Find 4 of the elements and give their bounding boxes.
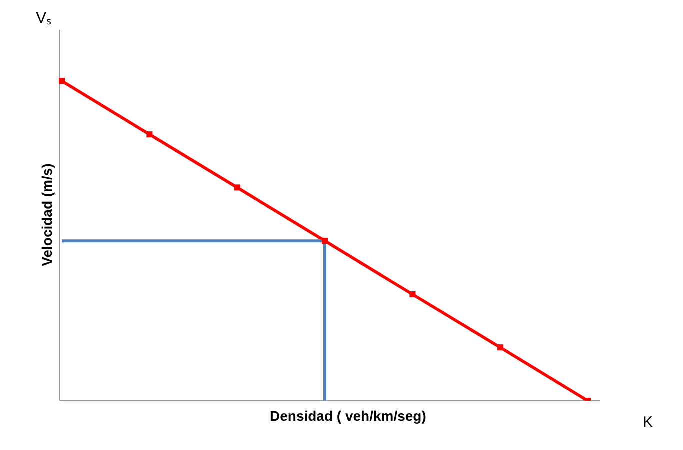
text: Vₛ — [36, 9, 52, 28]
y-axis-title: Velocidad (m/s) — [39, 164, 55, 266]
text: K — [643, 414, 654, 431]
x-axis-title: Densidad ( veh/km/seg) — [270, 408, 426, 424]
